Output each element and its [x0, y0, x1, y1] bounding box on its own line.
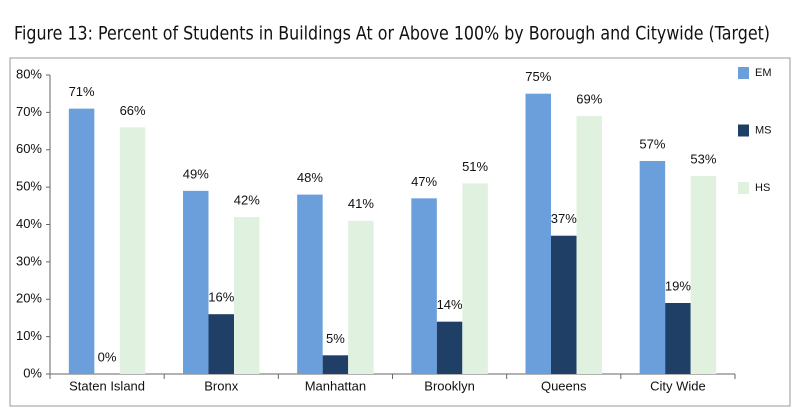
y-tick-label: 10%: [16, 328, 42, 343]
x-tick-label: Staten Island: [69, 378, 145, 393]
data-label: 48%: [297, 170, 323, 185]
x-tick-label: Brooklyn: [424, 378, 475, 393]
data-label: 69%: [576, 92, 602, 107]
y-tick-label: 0%: [23, 365, 42, 380]
chart-frame: [9, 57, 791, 407]
bar: [525, 93, 551, 374]
data-label: 47%: [411, 174, 437, 189]
y-tick-label: 80%: [16, 66, 42, 81]
x-tick-label: Queens: [541, 378, 587, 393]
bar: [68, 108, 95, 374]
data-label: 66%: [120, 103, 146, 118]
y-tick-label: 60%: [16, 141, 42, 156]
y-tick-label: 30%: [16, 253, 42, 268]
data-label: 16%: [208, 290, 234, 305]
data-label: 19%: [665, 278, 691, 293]
data-label: 53%: [690, 151, 716, 166]
bar: [348, 220, 374, 374]
data-label: 49%: [183, 166, 209, 181]
data-label: 71%: [69, 84, 95, 99]
bar: [208, 314, 234, 374]
data-label: 41%: [348, 196, 374, 211]
y-tick-label: 40%: [16, 216, 42, 231]
bar: [183, 190, 209, 374]
bar: [462, 183, 488, 374]
data-label: 37%: [551, 211, 577, 226]
data-label: 75%: [525, 69, 551, 84]
data-label: 0%: [98, 349, 117, 364]
bar: [119, 127, 146, 374]
bar: [551, 235, 577, 374]
chart-title: Figure 13: Percent of Students in Buildi…: [14, 23, 770, 45]
data-label: 5%: [326, 331, 345, 346]
legend-label: HS: [755, 182, 770, 194]
bar: [576, 116, 602, 375]
legend-swatch: [738, 67, 749, 79]
data-label: 14%: [437, 297, 463, 312]
y-tick-label: 50%: [16, 179, 42, 194]
legend-swatch: [738, 182, 749, 194]
bar: [639, 160, 666, 374]
bar: [411, 198, 437, 374]
legend-swatch: [738, 124, 749, 137]
bar: [690, 175, 717, 374]
legend-label: EM: [755, 67, 772, 79]
x-tick-label: Bronx: [204, 378, 238, 393]
x-tick-label: Manhattan: [305, 378, 366, 393]
bar: [234, 217, 260, 374]
data-label: 57%: [639, 136, 665, 151]
y-tick-label: 70%: [16, 104, 42, 119]
y-tick-label: 20%: [16, 291, 42, 306]
bar: [297, 194, 323, 374]
bar: [665, 302, 691, 374]
x-tick-label: City Wide: [650, 378, 706, 393]
legend-label: MS: [755, 124, 772, 136]
data-label: 42%: [234, 192, 260, 207]
bar: [322, 355, 349, 374]
bar: [436, 321, 463, 374]
data-label: 51%: [462, 159, 488, 174]
